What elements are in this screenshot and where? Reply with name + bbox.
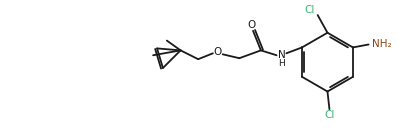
- Text: Cl: Cl: [324, 110, 335, 120]
- Text: Cl: Cl: [305, 5, 315, 15]
- Text: O: O: [214, 47, 222, 57]
- Text: O: O: [247, 20, 255, 30]
- Text: N: N: [278, 50, 285, 60]
- Text: H: H: [278, 59, 285, 68]
- Text: NH₂: NH₂: [372, 39, 391, 50]
